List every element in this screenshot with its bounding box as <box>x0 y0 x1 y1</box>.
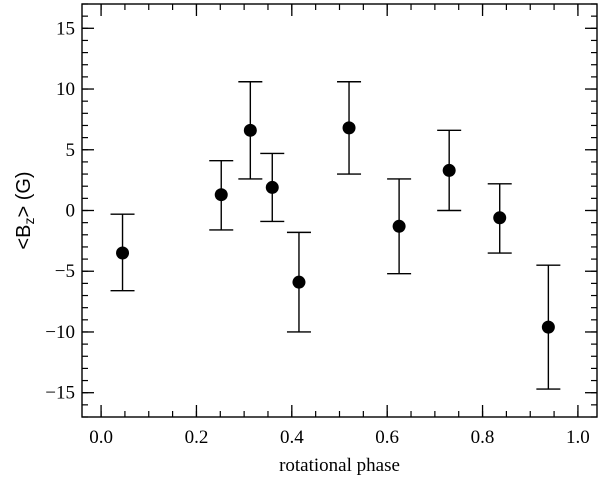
x-tick-label: 0.8 <box>471 427 495 448</box>
y-axis-label-prefix: <B <box>13 225 35 250</box>
y-axis-label: <Bz> (G) <box>13 171 37 249</box>
x-tick-label: 0.4 <box>280 427 304 448</box>
x-tick-label: 0.6 <box>375 427 399 448</box>
tick-labels: 0.0 0.2 0.4 0.6 0.8 1.0 15 10 5 0 −5 −10 −15 <box>45 18 590 448</box>
y-tick-label: −15 <box>45 383 75 404</box>
data-point <box>392 219 406 233</box>
data-point <box>342 121 356 135</box>
x-tick-label: 0.2 <box>185 427 209 448</box>
major-ticks <box>82 4 597 417</box>
x-tick-label: 0.0 <box>89 427 113 448</box>
y-tick-label: −10 <box>45 322 75 343</box>
data-point <box>442 163 456 177</box>
minor-ticks <box>82 3 597 418</box>
data-point <box>292 275 306 289</box>
y-axis-label-suffix: > (G) <box>13 171 35 217</box>
data-point <box>214 188 228 202</box>
data-point <box>493 211 507 225</box>
data-points <box>116 121 555 334</box>
x-tick-label: 1.0 <box>566 427 590 448</box>
data-point <box>116 246 130 260</box>
y-tick-label: 15 <box>56 18 75 39</box>
plot-frame <box>81 3 598 418</box>
y-tick-label: −5 <box>55 261 75 282</box>
data-point <box>243 123 257 137</box>
data-point <box>541 320 555 334</box>
y-tick-label: 0 <box>66 201 76 222</box>
y-tick-label: 10 <box>56 79 75 100</box>
data-point <box>265 180 279 194</box>
y-axis-label-subscript: z <box>21 218 37 225</box>
errorbars <box>110 81 561 390</box>
y-tick-label: 5 <box>66 140 76 161</box>
x-axis-label: rotational phase <box>279 455 400 476</box>
